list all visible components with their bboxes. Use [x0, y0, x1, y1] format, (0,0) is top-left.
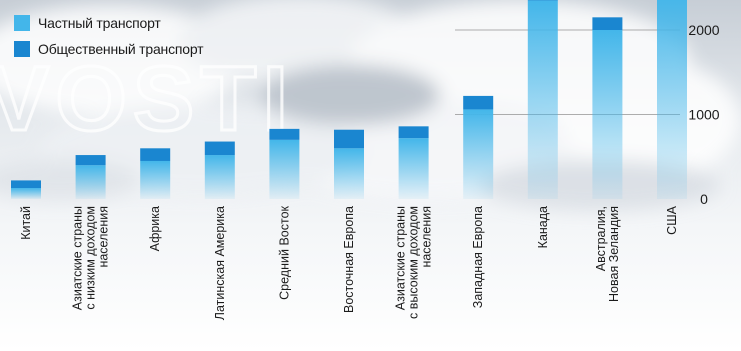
- legend-item-private: Частный транспорт: [14, 10, 203, 36]
- bar-private: [463, 109, 494, 199]
- bar-public: [463, 95, 494, 110]
- y-tick-label: 1000: [688, 107, 719, 123]
- x-tick-label: Азиатские страны с низким доходом населени…: [71, 206, 111, 310]
- x-tick-label-line: Азиатские страны: [394, 206, 408, 310]
- bar-public: [75, 155, 106, 166]
- legend-swatch-private: [14, 15, 30, 31]
- legend-label-public: Общественный транспорт: [38, 41, 204, 57]
- x-tick-label: США: [665, 205, 679, 234]
- bar-public: [11, 180, 41, 189]
- x-tick-label-line: Африка: [148, 206, 162, 251]
- x-tick-label-line: населения: [97, 206, 111, 268]
- x-tick-label-line: Новая Зеландия: [607, 206, 621, 302]
- y-tick-label: 2000: [688, 22, 719, 38]
- bar-private: [657, 0, 687, 199]
- legend-item-public: Общественный транспорт: [14, 36, 204, 62]
- x-tick-label: Латинская Америка: [213, 206, 227, 320]
- x-tick-label-line: населения: [420, 206, 434, 268]
- x-tick-label: Африка: [148, 206, 162, 251]
- bar-private: [592, 30, 623, 199]
- bar-private: [334, 148, 364, 199]
- bar-private: [398, 138, 429, 199]
- bar-public: [398, 126, 429, 139]
- x-tick-label: Китай: [19, 206, 33, 240]
- bar-private: [140, 160, 171, 199]
- y-axis-ticks: 0 1000 2000: [688, 22, 719, 207]
- bar-public: [592, 17, 623, 30]
- bar-public: [204, 141, 235, 156]
- x-tick-label: Восточная Европа: [342, 206, 356, 313]
- x-tick-label-line: Канада: [536, 206, 550, 248]
- bars-group: [11, 0, 687, 199]
- x-axis-labels: Китай Азиатские страны с низким доходом нас…: [19, 205, 679, 320]
- x-tick-label-line: Западная Европа: [471, 206, 485, 308]
- x-tick-label: Средний Восток: [277, 205, 291, 299]
- x-tick-label-line: Восточная Европа: [342, 206, 356, 313]
- x-tick-label: Азиатские страны с высоким доходом населен…: [394, 206, 434, 319]
- x-tick-label-line: Китай: [19, 206, 33, 240]
- bar-public: [269, 128, 300, 140]
- x-tick-label-line: с высоким доходом: [407, 206, 421, 319]
- x-tick-label-line: Средний Восток: [277, 205, 291, 299]
- bar-public: [140, 148, 171, 161]
- legend: Частный транспорт Общественный транспорт: [14, 10, 204, 62]
- x-tick-label-line: Латинская Америка: [213, 206, 227, 320]
- bar-public: [334, 129, 364, 149]
- x-tick-label: Канада: [536, 206, 550, 248]
- x-tick-label-line: Австралия,: [594, 206, 608, 271]
- legend-label-private: Частный транспорт: [38, 15, 161, 31]
- watermark-text: VOSTI: [0, 48, 294, 150]
- x-tick-label-line: США: [665, 205, 679, 234]
- bar-private: [527, 0, 558, 199]
- x-tick-label-line: с низким доходом: [84, 206, 98, 310]
- y-tick-label: 0: [700, 191, 708, 207]
- x-tick-label-line: Азиатские страны: [71, 206, 85, 310]
- bar-private: [75, 165, 106, 199]
- legend-swatch-public: [14, 41, 30, 57]
- x-tick-label: Западная Европа: [471, 206, 485, 308]
- bar-private: [269, 139, 300, 199]
- bar-private: [11, 188, 41, 199]
- x-tick-label: Австралия, Новая Зеландия: [594, 206, 621, 302]
- bar-private: [204, 155, 235, 199]
